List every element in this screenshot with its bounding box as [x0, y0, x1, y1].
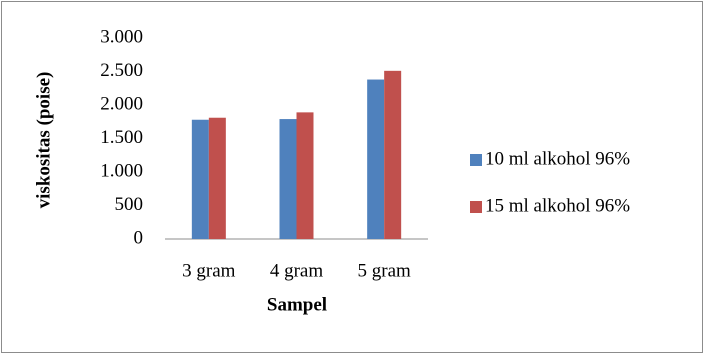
x-tick-label: 4 gram	[270, 260, 324, 281]
bar	[208, 117, 226, 239]
y-tick-label: 0	[134, 227, 144, 248]
y-tick-label: 1.500	[100, 127, 143, 148]
y-tick-label: 2.500	[100, 60, 143, 81]
x-tick-label: 5 gram	[358, 260, 412, 281]
bar	[384, 70, 402, 239]
legend-swatch	[470, 201, 482, 213]
legend-swatch	[470, 154, 482, 166]
x-axis-title: Sampel	[267, 294, 327, 315]
legend-label: 15 ml alkohol 96%	[485, 195, 630, 216]
y-tick-label: 500	[115, 194, 144, 215]
legend-label: 10 ml alkohol 96%	[485, 148, 630, 169]
y-tick-label: 3.000	[100, 26, 143, 47]
bar	[279, 119, 297, 239]
y-tick-label: 2.000	[100, 93, 143, 114]
y-tick-label: 1.000	[100, 160, 143, 181]
y-axis-title: viskositas (poise)	[33, 72, 54, 209]
bar	[296, 112, 314, 239]
bar	[191, 119, 209, 239]
x-tick-label: 3 gram	[182, 260, 236, 281]
bar	[367, 79, 385, 239]
